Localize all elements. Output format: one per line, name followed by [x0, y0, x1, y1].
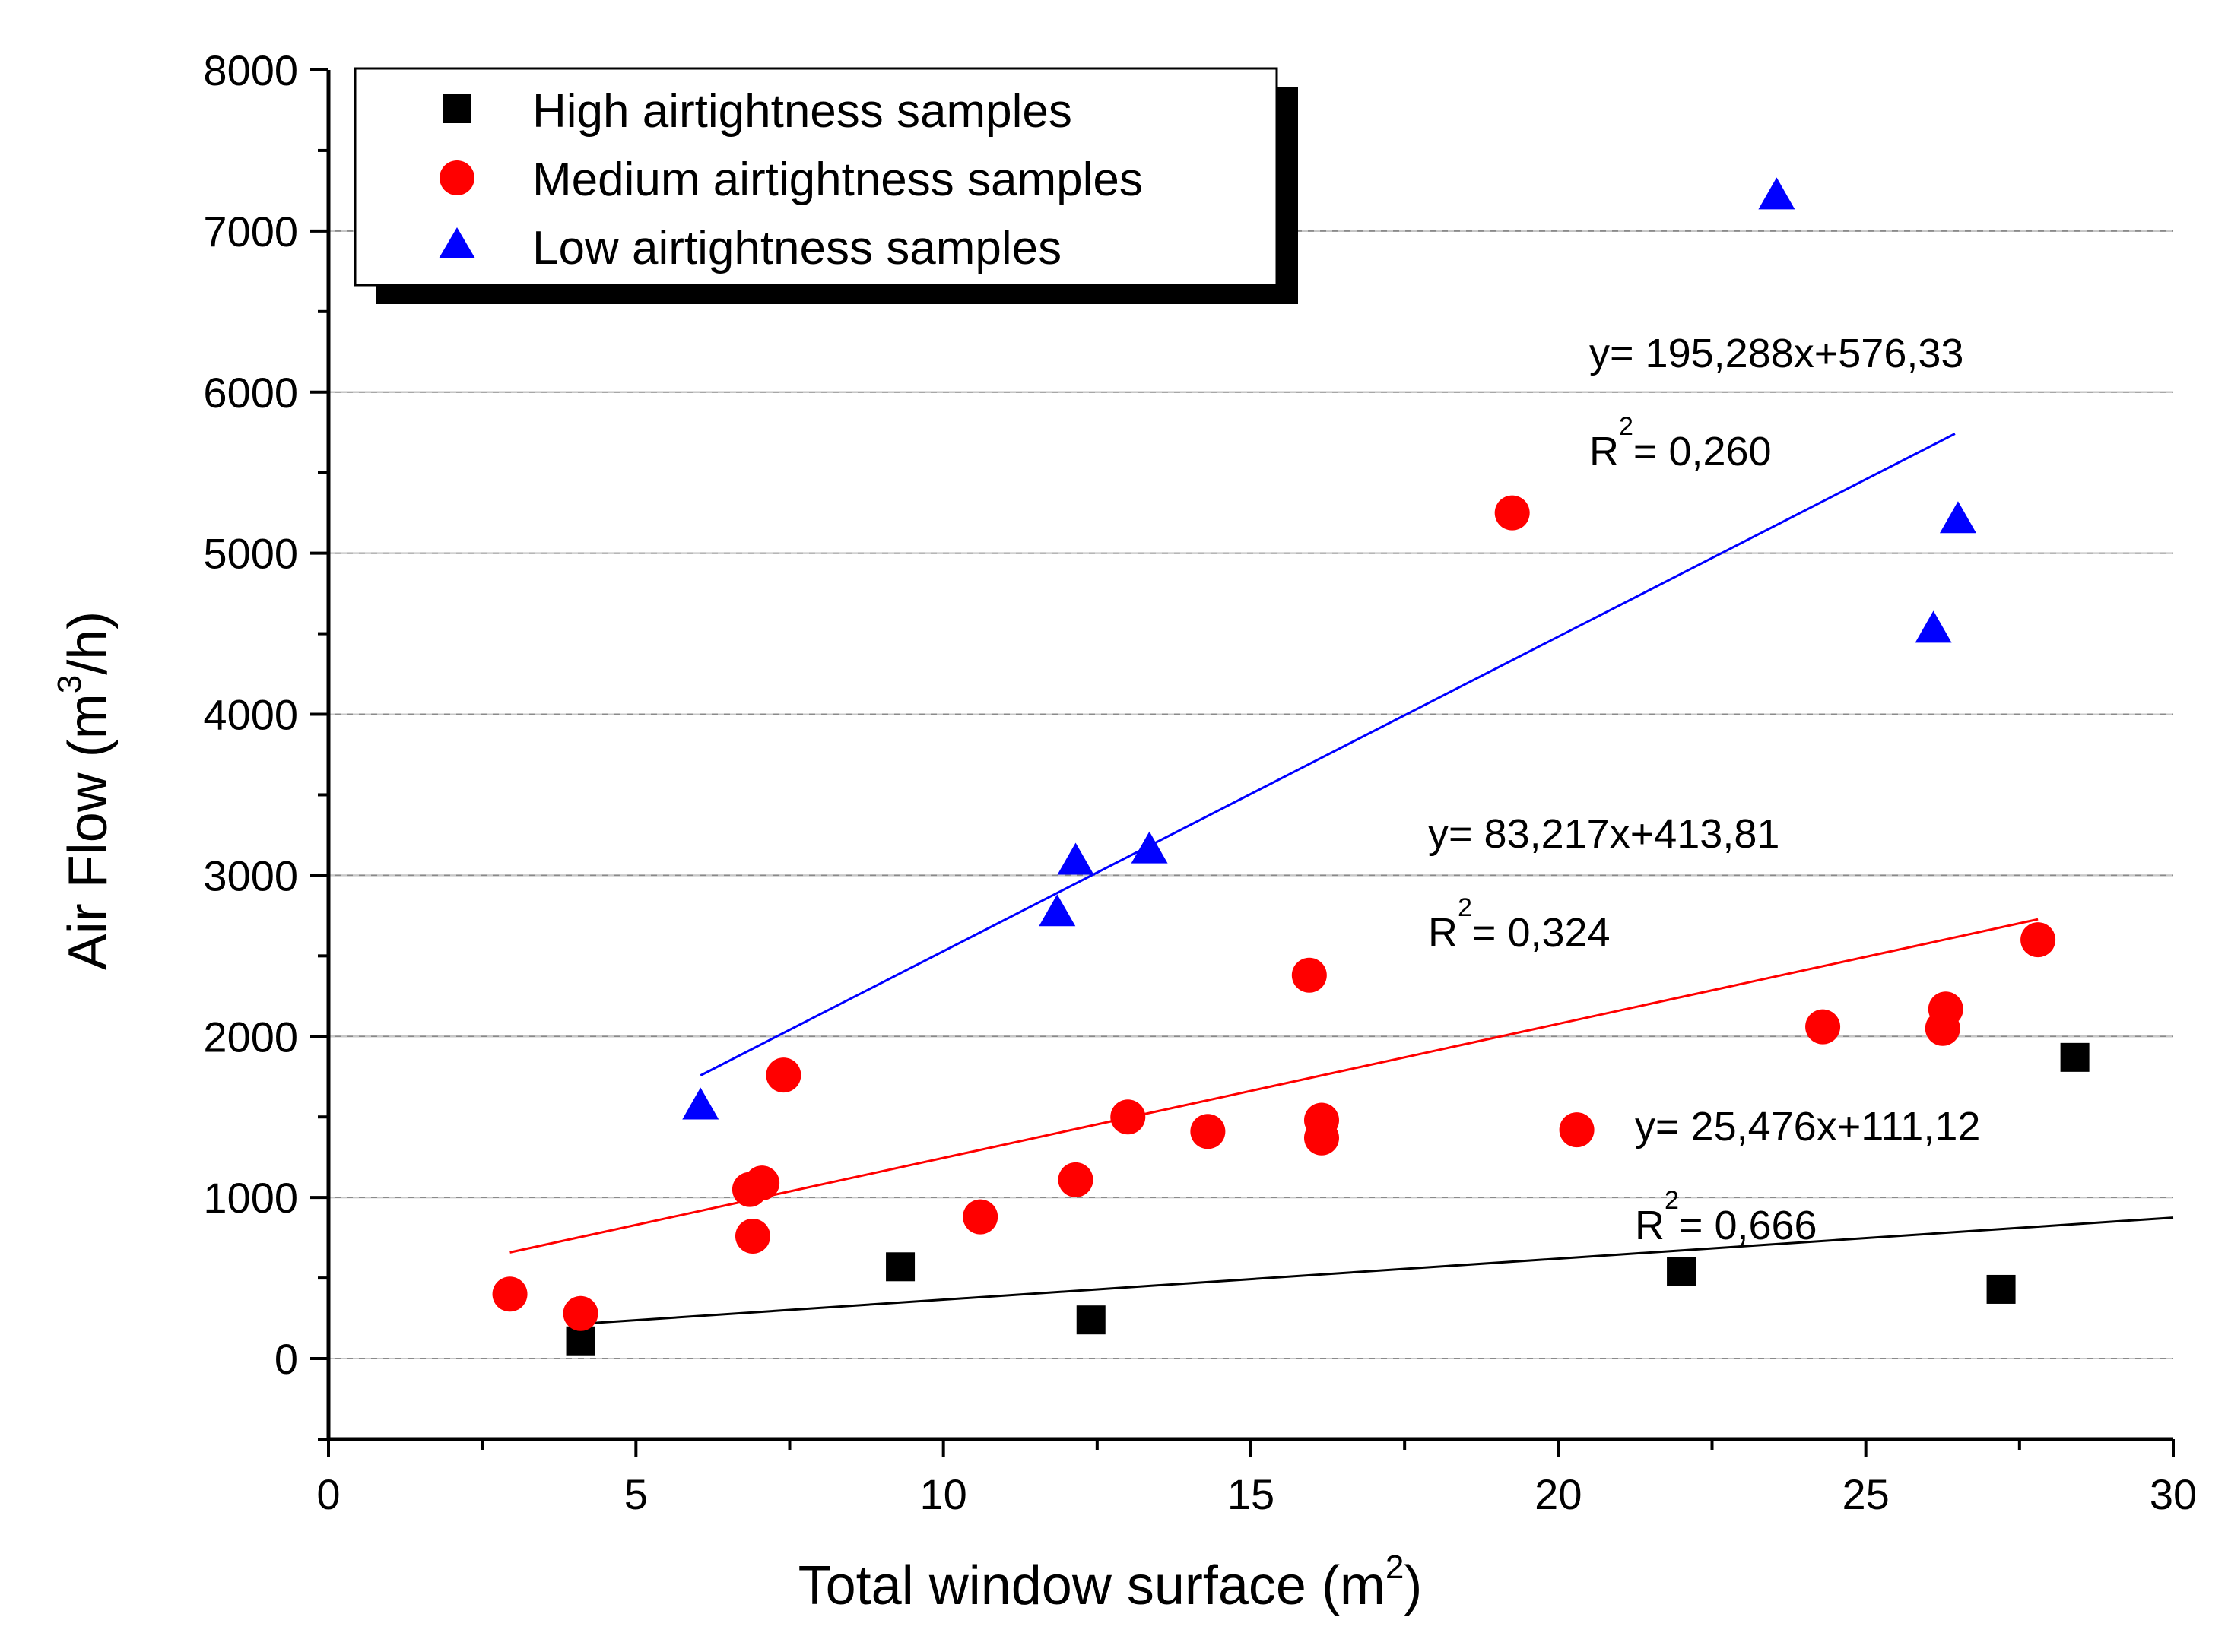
axes: 0 1000 2000 3000 4000 5000 6000 7000 8000 0 5 10 15 2…: [203, 46, 2197, 1518]
data-point-circle: [766, 1057, 801, 1093]
data-point-triangle: [1939, 501, 1976, 534]
legend-box: [354, 67, 1278, 287]
data-point-circle: [563, 1295, 598, 1331]
y-tick-label: 0: [275, 1335, 298, 1383]
data-point-square: [886, 1252, 916, 1282]
medium-fit-equation: y= 83,217x+413,81: [1428, 811, 1779, 857]
y-tick-label: 7000: [203, 208, 298, 255]
low-fit-equation: y= 195,288x+576,33: [1589, 331, 1963, 376]
data-point-circle: [492, 1276, 528, 1312]
data-point-circle: [1303, 1120, 1339, 1156]
data-point-triangle: [1039, 894, 1076, 927]
data-point-square: [1986, 1274, 2016, 1304]
x-tick-label: 30: [2150, 1470, 2197, 1518]
x-tick-label: 5: [624, 1470, 648, 1518]
x-tick-label: 15: [1227, 1470, 1274, 1518]
data-point-square: [2060, 1042, 2090, 1072]
legend-marker-triangle: [439, 227, 475, 258]
medium-fit-annotation: y= 83,217x+413,81 R2= 0,324: [1428, 811, 1779, 956]
data-point-circle: [1559, 1112, 1595, 1148]
legend-label-low: Low airtightness samples: [532, 222, 1062, 274]
medium-fit-r2: R2= 0,324: [1428, 893, 1611, 956]
data-point-circle: [1291, 957, 1327, 993]
data-point-circle: [963, 1199, 998, 1235]
y-tick-label: 4000: [203, 691, 298, 739]
data-point-circle: [735, 1219, 770, 1254]
y-tick-label: 2000: [203, 1013, 298, 1061]
data-points: [492, 177, 2090, 1356]
data-point-circle: [1110, 1099, 1146, 1135]
data-point-triangle: [1915, 610, 1952, 643]
data-point-circle: [1494, 495, 1530, 531]
low-fit-annotation: y= 195,288x+576,33 R2= 0,260: [1589, 331, 1963, 474]
legend-label-high: High airtightness samples: [532, 85, 1072, 138]
x-tick-label: 20: [1535, 1470, 1582, 1518]
legend: High airtightness samples Medium airtigh…: [354, 67, 1298, 304]
data-point-triangle: [682, 1087, 719, 1120]
y-axis-title: Air Flow (m3/h): [51, 611, 119, 971]
data-point-square: [566, 1326, 595, 1356]
data-point-square: [1076, 1305, 1106, 1335]
trend-line: [700, 433, 1956, 1076]
data-point-circle: [1928, 991, 1963, 1027]
data-point-circle: [1805, 1009, 1841, 1045]
legend-marker-circle: [440, 160, 474, 195]
x-tick-label: 10: [920, 1470, 967, 1518]
legend-marker-square: [443, 94, 471, 123]
data-point-triangle: [1057, 842, 1094, 875]
high-fit-annotation: y= 25,476x+111,12 R2= 0,666: [1635, 1104, 1980, 1248]
data-point-triangle: [1131, 831, 1168, 864]
x-tick-label: 0: [316, 1470, 340, 1518]
y-tick-label: 1000: [203, 1174, 298, 1222]
y-tick-label: 8000: [203, 46, 298, 94]
trend-line: [580, 1216, 2174, 1325]
data-point-circle: [744, 1165, 780, 1201]
data-point-circle: [1058, 1162, 1093, 1197]
y-tick-label: 6000: [203, 369, 298, 417]
high-fit-equation: y= 25,476x+111,12: [1635, 1104, 1980, 1149]
x-tick-label: 25: [1842, 1470, 1890, 1518]
y-tick-label: 5000: [203, 530, 298, 578]
low-fit-r2: R2= 0,260: [1589, 412, 1772, 474]
high-fit-r2: R2= 0,666: [1635, 1186, 1817, 1248]
y-tick-label: 3000: [203, 851, 298, 899]
data-point-circle: [2020, 922, 2056, 958]
data-point-square: [1667, 1257, 1696, 1286]
data-point-triangle: [1758, 177, 1795, 210]
legend-label-medium: Medium airtightness samples: [532, 154, 1143, 206]
data-point-circle: [1190, 1114, 1226, 1149]
x-axis-title: Total window surface (m2): [798, 1549, 1423, 1616]
